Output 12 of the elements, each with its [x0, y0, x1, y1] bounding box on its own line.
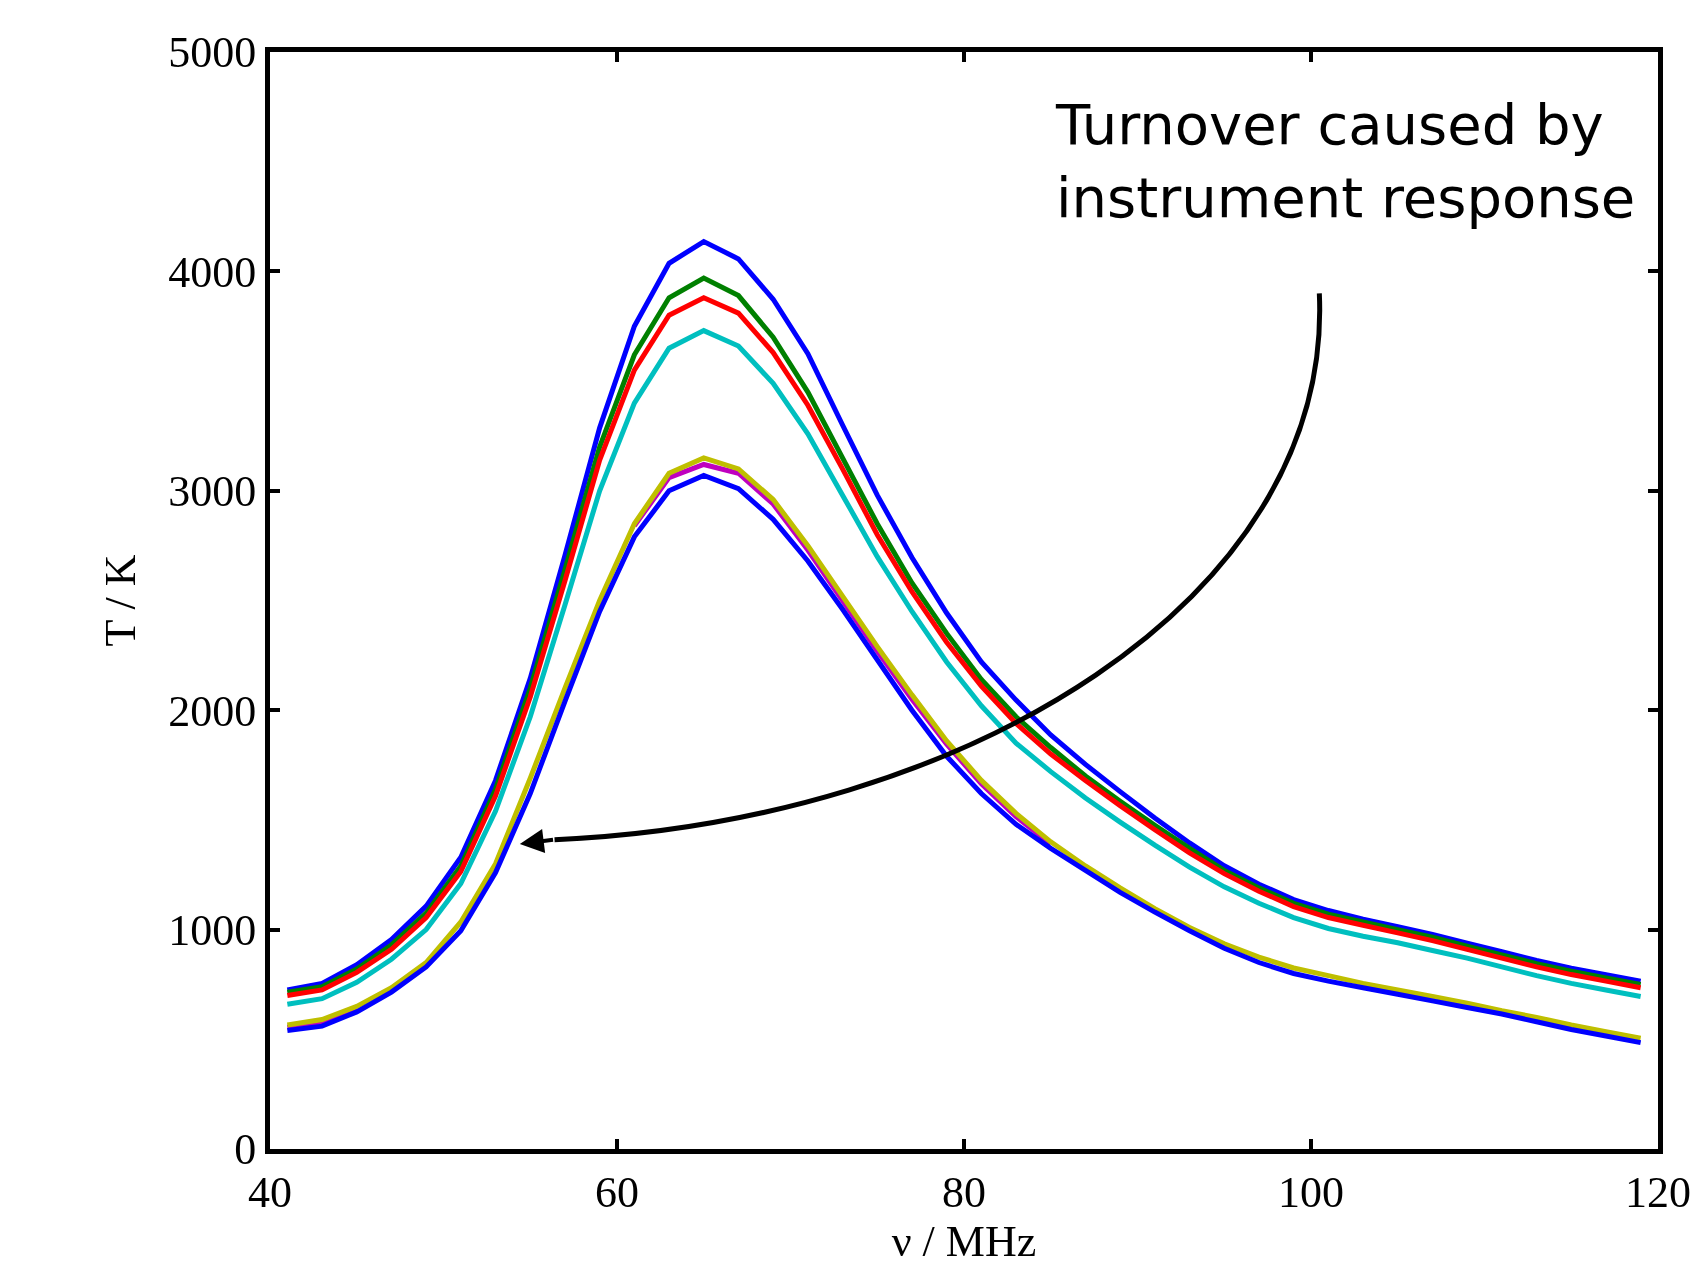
y-tick-label: 5000: [168, 28, 257, 78]
y-tick-label: 2000: [168, 686, 257, 736]
y-tick-label: 4000: [168, 247, 257, 297]
y-tick-label: 3000: [168, 467, 257, 517]
annotation: Turnover caused by instrument response: [1055, 92, 1636, 230]
x-tick-label: 80: [942, 1167, 986, 1217]
x-axis-title: ν / MHz: [891, 1216, 1037, 1266]
x-tick-label: 60: [595, 1167, 639, 1217]
y-tick-label: 1000: [168, 906, 257, 955]
y-axis-title: T / K: [96, 554, 146, 647]
x-tick-label: 100: [1278, 1167, 1344, 1217]
x-tick-label: 120: [1625, 1167, 1691, 1217]
